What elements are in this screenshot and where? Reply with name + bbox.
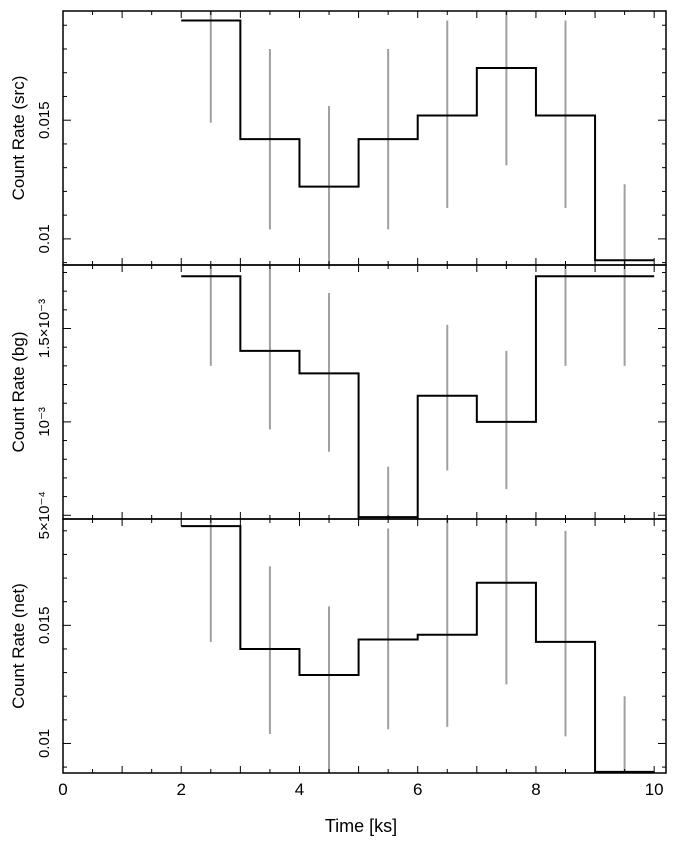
panel-net: 0.01 0.015 Count Rate (net) 0 2 4 6 8 10 [9,518,667,799]
y-tick-label: 10⁻³ [36,407,53,437]
x-tick-label: 6 [413,780,422,799]
y-axis-label: Count Rate (net) [9,583,28,709]
panel-bg: 5×10⁻⁴ 10⁻³ 1.5×10⁻³ Count Rate (bg) [9,264,667,539]
step-line [181,275,655,519]
y-tick-label: 0.01 [36,224,53,253]
y-tick-label: 0.015 [36,101,53,139]
x-tick-label: 0 [58,780,67,799]
y-axis-label: Count Rate (bg) [9,332,28,453]
y-axis-label: Count Rate (src) [9,76,28,201]
panel-src: 0.01 0.015 Count Rate (src) [9,10,667,266]
axes-frame [62,264,667,520]
y-tick-label: 5×10⁻⁴ [36,491,53,539]
y-tick-label: 0.01 [36,729,53,758]
axes-frame [62,518,667,774]
axes-frame [62,10,667,266]
step-line [181,19,655,262]
step-line [181,525,655,773]
y-tick-label: 0.015 [36,607,53,645]
x-axis-label: Time [ks] [325,816,397,836]
x-tick-label: 10 [645,780,664,799]
y-tick-label: 1.5×10⁻³ [36,299,53,358]
x-tick-label: 2 [177,780,186,799]
x-tick-label: 8 [531,780,540,799]
x-tick-label: 4 [295,780,304,799]
